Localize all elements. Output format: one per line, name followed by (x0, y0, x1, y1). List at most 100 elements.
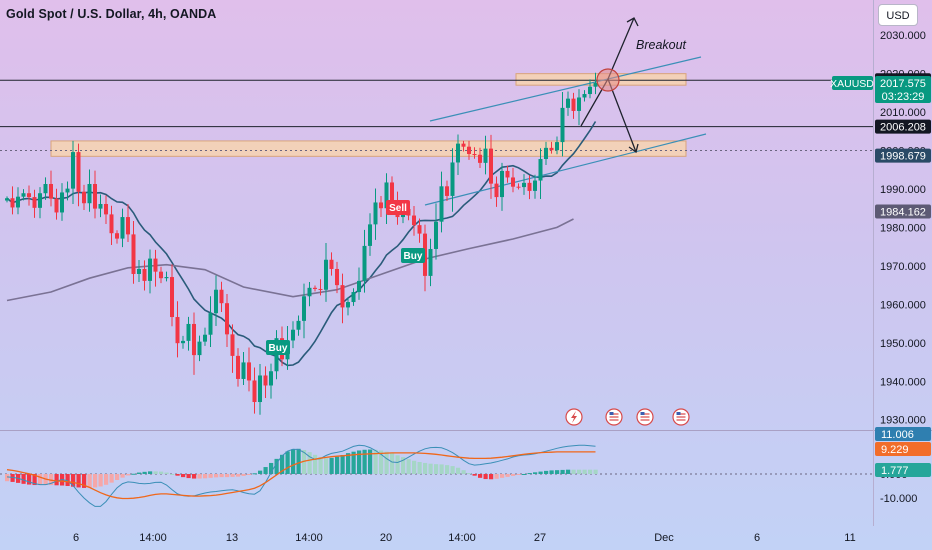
candle-body (472, 154, 477, 156)
macd-histogram-bar (109, 474, 114, 483)
macd-histogram-bar (588, 469, 593, 474)
candle-body (60, 192, 64, 213)
macd-histogram-bar (439, 464, 444, 474)
candle (175, 301, 180, 358)
ma-price-tag-box (875, 204, 931, 219)
macd-histogram-bar (346, 453, 351, 474)
channel-lower-line (424, 133, 707, 206)
candle (269, 363, 273, 399)
breakout-circle-marker (596, 68, 620, 92)
time-axis[interactable]: 6 14:00 13 14:00 20 14:00 27 Dec 6 11 (73, 532, 856, 544)
candle (593, 72, 598, 95)
macd-histogram-tag-box (875, 463, 931, 477)
price-axis-label: 1930.000 (880, 415, 926, 427)
candle-body (324, 259, 328, 290)
candle (120, 208, 125, 248)
us-flag-icon-3 (672, 408, 690, 426)
candle-body (142, 268, 147, 281)
time-axis-label: 20 (380, 532, 392, 544)
macd-histogram-bar (269, 462, 274, 474)
candle (379, 196, 383, 218)
macd-histogram-bar (505, 474, 510, 477)
price-axis-label: 1960.000 (880, 299, 926, 311)
macd-histogram-bar (131, 473, 136, 475)
candle (104, 195, 108, 225)
macd-histogram-bar (494, 474, 499, 479)
candle-body (373, 202, 378, 225)
breakout-label: Breakout (636, 38, 687, 52)
macd-histogram-bar (582, 469, 587, 474)
candle-body (582, 94, 587, 98)
candle-body (516, 186, 521, 188)
buy-signal-1: Buy (266, 340, 290, 355)
candle-body (340, 285, 345, 308)
candle-body (197, 341, 202, 356)
candle (208, 296, 213, 348)
macd-histogram-bar (115, 474, 120, 480)
candle-body (76, 152, 81, 192)
currency-button[interactable]: USD (878, 4, 918, 26)
signals-layer: Buy Buy Sell (266, 200, 425, 355)
candle-body (329, 259, 334, 269)
candle-body (434, 221, 438, 249)
candle (241, 351, 246, 386)
candle (71, 140, 75, 205)
candle-body (263, 375, 268, 386)
candle (43, 177, 48, 200)
macd-histogram-bar (104, 474, 109, 485)
us-flag-icon-1-canton (609, 412, 614, 415)
macd-histogram-bar (445, 465, 450, 474)
candle (126, 204, 130, 242)
candle-body (252, 380, 257, 403)
macd-histogram-bar (21, 474, 26, 484)
macd-histogram-bar (527, 473, 532, 475)
mid-level-price-tag: 2006.208 (875, 119, 931, 134)
candle (533, 174, 537, 199)
macd-histogram-bar (126, 474, 131, 476)
candle (197, 335, 202, 362)
macd-histogram-bar (65, 474, 70, 486)
macd-histogram-bar (318, 456, 323, 474)
macd-signal-line (6, 451, 596, 500)
macd-histogram-bar (472, 474, 477, 476)
macd-histogram-bar (98, 474, 103, 487)
candle-body (43, 184, 48, 194)
macd-histogram-bar (192, 474, 197, 479)
candle-body (390, 182, 394, 205)
candle-body (16, 196, 20, 208)
candle-body (335, 268, 339, 286)
macd-histogram-bar (313, 454, 318, 474)
candle-body (379, 202, 383, 209)
price-axis-label: 1940.000 (880, 376, 926, 388)
candle-body (368, 224, 372, 246)
candle-body (527, 182, 532, 191)
support-price-tag: 1998.679 (875, 148, 931, 163)
macd-histogram-bar (351, 451, 356, 474)
candle-body (208, 313, 213, 335)
price-axis[interactable]: 2030.0002020.0002010.0002000.0001990.000… (880, 30, 926, 427)
candle-body (230, 334, 235, 356)
candle (582, 90, 587, 102)
price-axis-label: 2030.000 (880, 30, 926, 42)
candle-body (27, 193, 31, 198)
candle-body (269, 371, 273, 386)
time-axis-label: 13 (226, 532, 238, 544)
candle-body (362, 245, 367, 281)
macd-histogram-bar (423, 462, 428, 474)
candle-body (186, 323, 191, 341)
buy-signal-2-box (401, 248, 425, 263)
candle (82, 184, 86, 210)
candle-body (98, 203, 103, 209)
macd-histogram-bar (38, 474, 43, 486)
macd-histogram-tag: 1.777 (875, 463, 931, 477)
macd-histogram-bar (54, 474, 59, 486)
candle-body (533, 180, 537, 191)
macd-histogram-bar (467, 473, 472, 475)
candle (115, 230, 119, 244)
symbol-tag: XAUUSD (830, 75, 874, 90)
candle-body (54, 198, 59, 213)
candle (203, 327, 207, 346)
candle-body (357, 280, 361, 293)
